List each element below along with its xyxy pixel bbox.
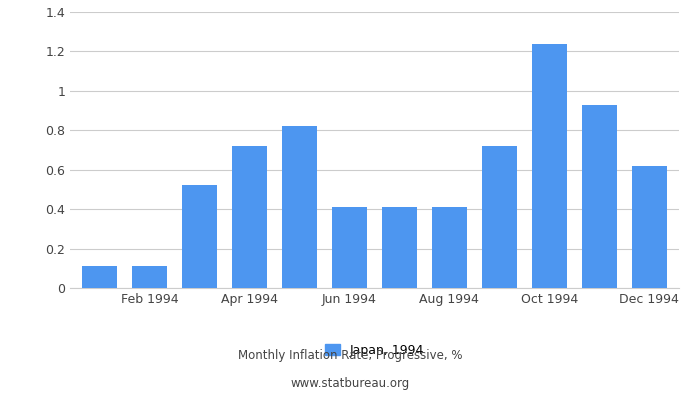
Legend: Japan, 1994: Japan, 1994: [325, 344, 424, 357]
Bar: [432, 207, 467, 288]
Bar: [182, 186, 217, 288]
Text: Monthly Inflation Rate, Progressive, %: Monthly Inflation Rate, Progressive, %: [238, 350, 462, 362]
Bar: [83, 266, 118, 288]
Bar: [582, 105, 617, 288]
Bar: [332, 207, 367, 288]
Text: www.statbureau.org: www.statbureau.org: [290, 378, 410, 390]
Bar: [482, 146, 517, 288]
Bar: [382, 207, 417, 288]
Bar: [232, 146, 267, 288]
Bar: [132, 266, 167, 288]
Bar: [532, 44, 567, 288]
Bar: [282, 126, 317, 288]
Bar: [631, 166, 666, 288]
